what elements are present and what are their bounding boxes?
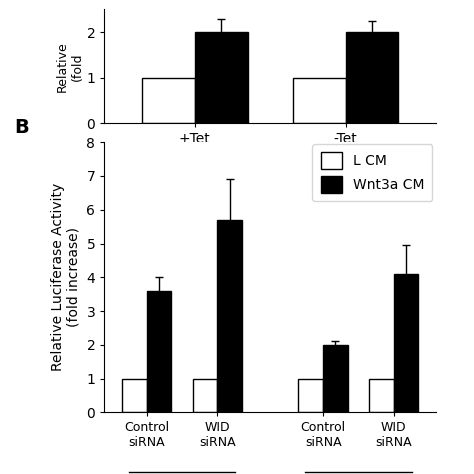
Bar (146, 291, 171, 412)
Bar (346, 32, 398, 123)
Bar (122, 379, 146, 412)
Y-axis label: Relative
(fold: Relative (fold (55, 41, 83, 92)
Bar (323, 345, 348, 412)
Bar (195, 32, 247, 123)
Bar (394, 274, 419, 412)
Legend: L CM, Wnt3a CM: L CM, Wnt3a CM (312, 144, 432, 201)
Bar (293, 78, 346, 123)
Bar (142, 78, 195, 123)
Bar (217, 220, 242, 412)
Bar (369, 379, 394, 412)
Y-axis label: Relative Luciferase Activity
(fold increase): Relative Luciferase Activity (fold incre… (51, 183, 81, 372)
Bar (299, 379, 323, 412)
Text: B: B (14, 118, 29, 137)
Bar (192, 379, 217, 412)
